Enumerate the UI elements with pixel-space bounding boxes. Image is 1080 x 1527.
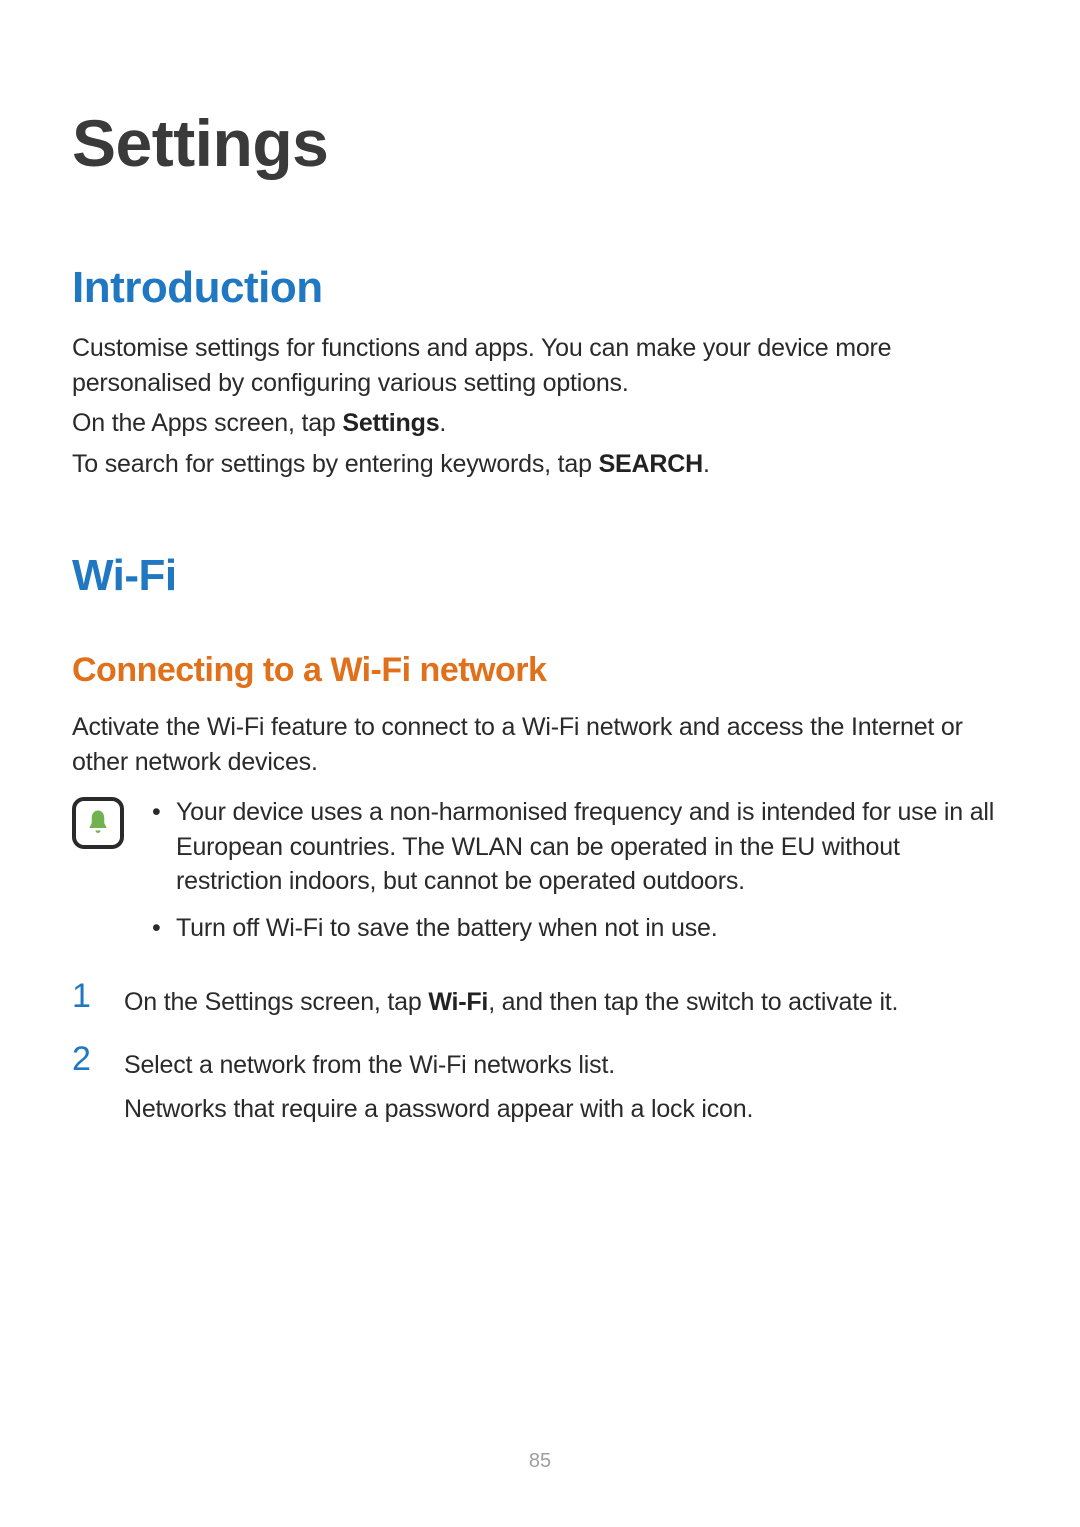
step-number: 2 (72, 1042, 106, 1127)
intro-paragraph-2: On the Apps screen, tap Settings. (72, 406, 1008, 441)
intro-paragraph-1: Customise settings for functions and app… (72, 331, 1008, 400)
text-fragment: On the Apps screen, tap (72, 409, 342, 437)
section-wifi: Wi-Fi Connecting to a Wi-Fi network Acti… (72, 551, 1008, 1127)
text-fragment: , and then tap the switch to activate it… (488, 988, 898, 1016)
step-body: Select a network from the Wi-Fi networks… (124, 1042, 1008, 1127)
section-introduction: Introduction Customise settings for func… (72, 263, 1008, 481)
wifi-intro-paragraph: Activate the Wi-Fi feature to connect to… (72, 710, 1008, 779)
bell-icon (72, 797, 124, 849)
note-bullet: Your device uses a non-harmonised freque… (152, 795, 1008, 899)
manual-page: Settings Introduction Customise settings… (0, 0, 1080, 1527)
bold-search: SEARCH (599, 450, 703, 478)
heading-wifi: Wi-Fi (72, 551, 1008, 601)
step-number: 1 (72, 979, 106, 1020)
step-item: 1 On the Settings screen, tap Wi-Fi, and… (72, 979, 1008, 1020)
note-icon-container (72, 795, 130, 957)
step-text: Select a network from the Wi-Fi networks… (124, 1048, 1008, 1083)
step-body: On the Settings screen, tap Wi-Fi, and t… (124, 979, 1008, 1020)
page-number: 85 (0, 1450, 1080, 1473)
text-fragment: On the Settings screen, tap (124, 988, 428, 1016)
page-title: Settings (72, 105, 1008, 181)
text-fragment: . (703, 450, 710, 478)
bold-wifi: Wi-Fi (428, 988, 488, 1016)
intro-paragraph-3: To search for settings by entering keywo… (72, 447, 1008, 482)
text-fragment: . (439, 409, 446, 437)
step-subtext: Networks that require a password appear … (124, 1092, 1008, 1127)
note-block: Your device uses a non-harmonised freque… (72, 795, 1008, 957)
note-list: Your device uses a non-harmonised freque… (152, 795, 1008, 957)
subheading-connecting: Connecting to a Wi-Fi network (72, 651, 1008, 690)
heading-introduction: Introduction (72, 263, 1008, 313)
note-bullet: Turn off Wi-Fi to save the battery when … (152, 911, 1008, 946)
step-item: 2 Select a network from the Wi-Fi networ… (72, 1042, 1008, 1127)
bold-settings: Settings (342, 409, 439, 437)
text-fragment: To search for settings by entering keywo… (72, 450, 599, 478)
steps-list: 1 On the Settings screen, tap Wi-Fi, and… (72, 979, 1008, 1127)
